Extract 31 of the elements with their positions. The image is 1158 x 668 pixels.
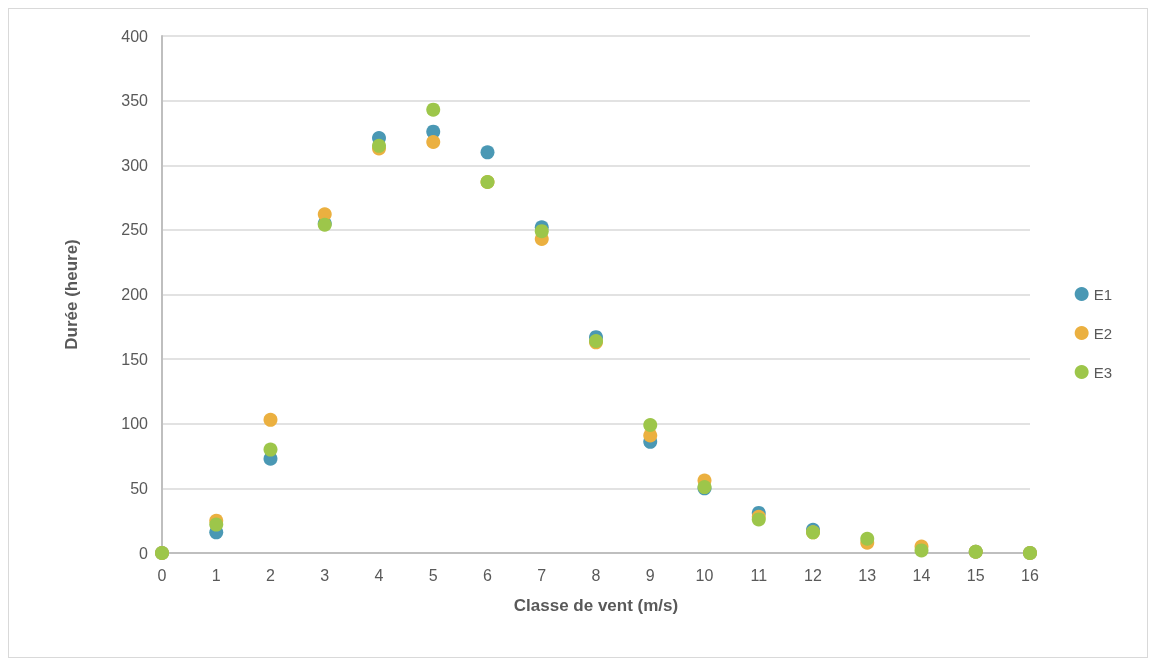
x-tick-label: 7	[537, 566, 547, 584]
x-tick-label: 15	[966, 566, 985, 584]
x-tick-label: 5	[428, 566, 438, 584]
y-tick-label: 50	[130, 479, 149, 497]
legend-label: E3	[1093, 363, 1113, 381]
y-tick-label: 0	[139, 544, 149, 562]
x-tick-label: 2	[266, 566, 276, 584]
y-tick-label: 350	[121, 92, 149, 110]
legend-label: E2	[1093, 324, 1113, 342]
y-tick-label: 400	[121, 27, 149, 45]
x-tick-label: 16	[1021, 566, 1039, 584]
x-axis-title: Classe de vent (m/s)	[513, 596, 679, 615]
legend-label: E1	[1093, 285, 1113, 303]
x-tick-label: 11	[750, 566, 768, 584]
x-tick-label: 1	[211, 566, 221, 584]
y-tick-label: 150	[121, 350, 149, 368]
x-tick-label: 10	[695, 566, 714, 584]
y-tick-label: 300	[121, 156, 149, 174]
x-tick-label: 13	[858, 566, 877, 584]
x-tick-label: 3	[320, 566, 330, 584]
x-tick-label: 4	[374, 566, 384, 584]
x-tick-label: 0	[157, 566, 167, 584]
x-tick-label: 8	[591, 566, 601, 584]
y-tick-label: 200	[121, 286, 149, 303]
x-tick-label: 6	[483, 566, 493, 584]
x-tick-label: 14	[912, 566, 931, 584]
y-tick-label: 250	[121, 221, 149, 239]
y-tick-label: 100	[121, 415, 149, 433]
y-axis-title: Durée (heure)	[62, 239, 81, 350]
x-tick-label: 12	[804, 566, 822, 584]
x-tick-label: 9	[645, 566, 655, 584]
